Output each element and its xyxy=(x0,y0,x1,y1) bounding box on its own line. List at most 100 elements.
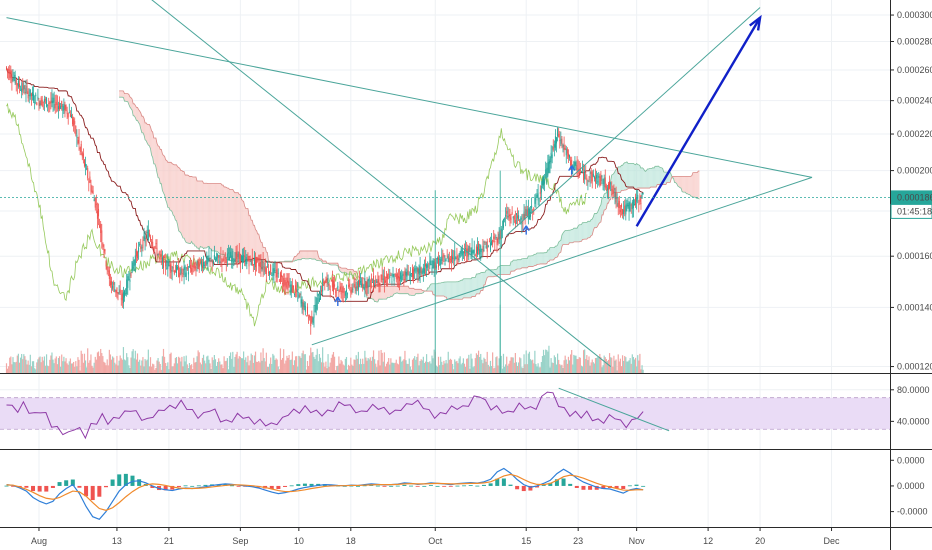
candle-body[interactable] xyxy=(160,257,162,259)
candle-body[interactable] xyxy=(47,104,49,106)
candle-body[interactable] xyxy=(619,209,621,213)
candle-body[interactable] xyxy=(350,289,352,293)
candle-body[interactable] xyxy=(639,195,641,202)
candle-body[interactable] xyxy=(291,285,293,293)
candle-body[interactable] xyxy=(499,237,501,239)
candle-body[interactable] xyxy=(290,284,292,292)
candle-body[interactable] xyxy=(130,272,132,277)
candle-body[interactable] xyxy=(91,190,93,192)
candle-body[interactable] xyxy=(230,251,232,258)
candle-body[interactable] xyxy=(348,284,350,287)
candle-body[interactable] xyxy=(342,287,344,293)
candle-body[interactable] xyxy=(316,298,318,310)
candle-body[interactable] xyxy=(199,259,201,262)
candle-body[interactable] xyxy=(388,273,390,275)
candle-body[interactable] xyxy=(505,214,507,217)
candle-body[interactable] xyxy=(392,274,394,276)
candle-body[interactable] xyxy=(380,274,382,282)
candle-body[interactable] xyxy=(507,215,509,218)
candle-body[interactable] xyxy=(614,191,616,200)
candle-body[interactable] xyxy=(30,93,32,97)
candle-body[interactable] xyxy=(146,232,148,233)
candle-body[interactable] xyxy=(81,152,83,157)
candle-body[interactable] xyxy=(440,259,442,266)
candle-body[interactable] xyxy=(406,271,408,277)
candle-body[interactable] xyxy=(272,268,274,276)
candle-body[interactable] xyxy=(600,175,602,181)
candle-body[interactable] xyxy=(363,287,365,289)
candle-body[interactable] xyxy=(10,71,12,79)
price-axis[interactable]: 0.00012000.00014000.00016000.00018000.00… xyxy=(890,10,932,517)
candle-body[interactable] xyxy=(487,246,489,248)
candle-body[interactable] xyxy=(25,88,27,93)
candle-body[interactable] xyxy=(399,276,401,282)
candle-body[interactable] xyxy=(240,255,242,262)
candle-body[interactable] xyxy=(297,288,299,293)
candle-body[interactable] xyxy=(443,254,445,258)
candle-body[interactable] xyxy=(612,190,614,194)
candle-body[interactable] xyxy=(624,205,626,212)
candle-body[interactable] xyxy=(371,282,373,283)
candle-body[interactable] xyxy=(245,257,247,265)
candle-body[interactable] xyxy=(403,279,405,281)
candle-body[interactable] xyxy=(141,247,143,249)
candle-body[interactable] xyxy=(337,285,339,289)
candle-body[interactable] xyxy=(216,257,218,260)
candle-body[interactable] xyxy=(292,285,294,288)
candle-body[interactable] xyxy=(630,204,632,206)
candle-body[interactable] xyxy=(20,89,22,91)
candle-body[interactable] xyxy=(633,204,635,205)
candle-body[interactable] xyxy=(575,162,577,166)
candle-body[interactable] xyxy=(201,266,203,269)
candle-body[interactable] xyxy=(550,152,552,162)
candle-body[interactable] xyxy=(15,79,17,84)
candle-body[interactable] xyxy=(603,178,605,185)
candle-body[interactable] xyxy=(419,265,421,276)
candle-body[interactable] xyxy=(13,78,15,80)
candle-body[interactable] xyxy=(459,251,461,257)
candle-body[interactable] xyxy=(190,265,192,269)
candle-body[interactable] xyxy=(255,256,257,268)
candle-body[interactable] xyxy=(611,189,613,191)
candle-body[interactable] xyxy=(198,261,200,271)
candle-body[interactable] xyxy=(397,276,399,279)
candle-body[interactable] xyxy=(63,104,65,111)
candle-body[interactable] xyxy=(584,169,586,179)
candle-body[interactable] xyxy=(9,69,11,78)
candle-body[interactable] xyxy=(432,259,434,268)
candle-body[interactable] xyxy=(92,190,94,194)
candle-body[interactable] xyxy=(418,268,420,274)
candle-body[interactable] xyxy=(379,283,381,285)
candle-body[interactable] xyxy=(481,249,483,250)
candle-body[interactable] xyxy=(500,228,502,239)
candle-body[interactable] xyxy=(294,294,296,295)
candle-body[interactable] xyxy=(325,279,327,283)
candle-body[interactable] xyxy=(127,276,129,288)
candle-body[interactable] xyxy=(475,246,477,254)
candle-body[interactable] xyxy=(414,268,416,272)
candle-body[interactable] xyxy=(463,248,465,254)
candle-body[interactable] xyxy=(153,247,155,249)
candle-body[interactable] xyxy=(497,238,499,243)
candle-body[interactable] xyxy=(295,285,297,291)
candle-body[interactable] xyxy=(313,313,315,319)
candle-body[interactable] xyxy=(426,264,428,269)
candle-body[interactable] xyxy=(548,159,550,173)
candle-body[interactable] xyxy=(197,260,199,269)
candle-body[interactable] xyxy=(279,272,281,283)
candle-body[interactable] xyxy=(278,280,280,282)
candle-body[interactable] xyxy=(447,255,449,263)
candle-body[interactable] xyxy=(616,198,618,200)
candle-body[interactable] xyxy=(131,261,133,273)
candle-body[interactable] xyxy=(474,254,476,256)
candle-body[interactable] xyxy=(261,266,263,270)
candle-body[interactable] xyxy=(180,268,182,274)
candle-body[interactable] xyxy=(94,197,96,208)
candle-body[interactable] xyxy=(85,163,87,167)
candle-body[interactable] xyxy=(121,293,123,301)
candle-body[interactable] xyxy=(239,254,241,264)
candle-body[interactable] xyxy=(284,280,286,286)
candle-body[interactable] xyxy=(491,240,493,246)
candle-body[interactable] xyxy=(454,250,456,261)
